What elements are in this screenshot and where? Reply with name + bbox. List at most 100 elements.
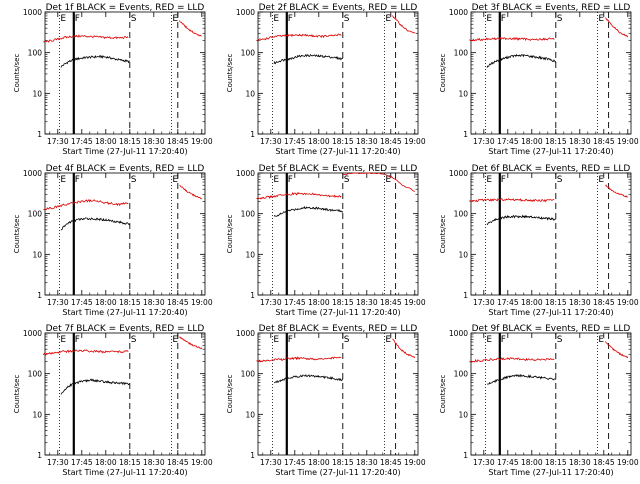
series-lld	[43, 34, 129, 43]
panel-5: Det 5f BLACK = Events, RED = LLD 1 10 100 10…	[226, 164, 426, 317]
y-tick-label: 100	[28, 210, 43, 219]
marker-label: S	[344, 175, 350, 185]
panel-title: Det 6f BLACK = Events, RED = LLD	[472, 164, 631, 174]
marker-label: S	[344, 335, 350, 345]
x-tick-label: 17:45	[497, 137, 519, 146]
y-tick-label: 1000	[236, 8, 255, 17]
x-axis-label: Start Time (27-Jul-11 17:20:40)	[488, 308, 613, 317]
y-tick-label: 1	[463, 291, 468, 300]
y-tick-label: 1	[250, 130, 255, 139]
x-tick-label: 18:30	[143, 458, 165, 467]
plot-frame	[470, 172, 632, 296]
y-tick-label: 1000	[236, 169, 255, 178]
x-tick-label: 19:00	[191, 298, 213, 307]
panel-title: Det 2f BLACK = Events, RED = LLD	[259, 3, 418, 13]
y-axis-label: Counts/sec	[226, 375, 234, 414]
plot-frame	[257, 172, 419, 296]
panel-title: Det 9f BLACK = Events, RED = LLD	[472, 324, 631, 334]
series-lld-post	[179, 336, 203, 350]
x-tick-label: 18:45	[167, 298, 189, 307]
y-tick-label: 100	[241, 49, 256, 58]
series-lld-post	[605, 17, 629, 38]
x-axis-label: Start Time (27-Jul-11 17:20:40)	[488, 147, 613, 156]
y-tick-label: 100	[241, 370, 256, 379]
x-tick-label: 19:00	[191, 458, 213, 467]
x-tick-label: 17:30	[47, 298, 69, 307]
marker-label: E	[60, 335, 66, 345]
y-tick-label: 100	[28, 49, 43, 58]
y-tick-label: 10	[458, 250, 468, 259]
y-tick-label: 1000	[236, 329, 255, 338]
x-tick-label: 18:30	[356, 137, 378, 146]
x-tick-label: 19:00	[617, 298, 639, 307]
plot-frame	[44, 332, 206, 456]
x-tick-label: 18:30	[356, 458, 378, 467]
x-tick-label: 17:30	[47, 458, 69, 467]
x-tick-label: 19:00	[191, 137, 213, 146]
panel-1: Det 1f BLACK = Events, RED = LLD 1 10 100 10…	[13, 3, 213, 156]
panel-3: Det 3f BLACK = Events, RED = LLD 1 10 100 10…	[439, 3, 639, 156]
y-tick-label: 1000	[449, 8, 468, 17]
y-tick-label: 100	[454, 370, 469, 379]
marker-label: F	[501, 14, 506, 24]
x-tick-label: 18:30	[569, 298, 591, 307]
marker-label: E	[598, 175, 604, 185]
y-tick-label: 100	[454, 49, 469, 58]
marker-label: E	[273, 14, 279, 24]
x-tick-label: 18:30	[569, 458, 591, 467]
series-events	[60, 217, 130, 231]
x-tick-label: 18:45	[167, 137, 189, 146]
marker-label: F	[288, 14, 293, 24]
x-tick-label: 19:00	[617, 137, 639, 146]
series-lld	[256, 356, 342, 363]
series-lld-post	[392, 338, 416, 359]
y-tick-label: 1	[250, 451, 255, 460]
x-tick-label: 18:00	[308, 298, 330, 307]
x-tick-label: 17:45	[497, 298, 519, 307]
series-lld-post	[179, 184, 203, 200]
x-tick-label: 18:45	[593, 458, 615, 467]
x-tick-label: 17:30	[473, 298, 495, 307]
x-axis-label: Start Time (27-Jul-11 17:20:40)	[275, 147, 400, 156]
series-lld	[256, 191, 342, 200]
panel-7: Det 7f BLACK = Events, RED = LLD 1 10 100 10…	[13, 324, 213, 477]
y-axis-label: Counts/sec	[226, 215, 234, 254]
series-events	[486, 373, 556, 385]
x-tick-label: 17:45	[284, 298, 306, 307]
marker-label: S	[557, 14, 563, 24]
series-lld	[43, 198, 129, 211]
x-tick-label: 17:45	[71, 458, 93, 467]
y-tick-label: 10	[32, 250, 42, 259]
y-tick-label: 100	[454, 210, 469, 219]
series-lld	[256, 33, 342, 42]
panel-title: Det 3f BLACK = Events, RED = LLD	[472, 3, 631, 13]
x-tick-label: 18:45	[380, 458, 402, 467]
x-tick-label: 18:30	[569, 137, 591, 146]
y-tick-label: 1000	[449, 169, 468, 178]
x-axis-label: Start Time (27-Jul-11 17:20:40)	[275, 308, 400, 317]
y-tick-label: 10	[32, 410, 42, 419]
x-tick-label: 17:30	[260, 298, 282, 307]
series-events	[273, 53, 344, 65]
series-events	[60, 378, 130, 395]
x-tick-label: 17:30	[260, 458, 282, 467]
x-tick-label: 18:30	[356, 298, 378, 307]
series-lld-post	[392, 15, 416, 34]
panel-title: Det 5f BLACK = Events, RED = LLD	[259, 164, 418, 174]
marker-label: F	[288, 175, 293, 185]
marker-label: S	[344, 14, 350, 24]
series-lld	[469, 198, 555, 203]
marker-label: E	[486, 175, 492, 185]
marker-label: E	[172, 175, 178, 185]
y-tick-label: 10	[245, 250, 255, 259]
x-axis-label: Start Time (27-Jul-11 17:20:40)	[488, 468, 613, 477]
panel-title: Det 4f BLACK = Events, RED = LLD	[46, 164, 205, 174]
y-tick-label: 1	[37, 291, 42, 300]
x-tick-label: 19:00	[404, 137, 426, 146]
plot-frame	[257, 11, 419, 135]
x-tick-label: 18:15	[332, 137, 354, 146]
y-tick-label: 1000	[449, 329, 468, 338]
x-tick-label: 18:15	[332, 458, 354, 467]
